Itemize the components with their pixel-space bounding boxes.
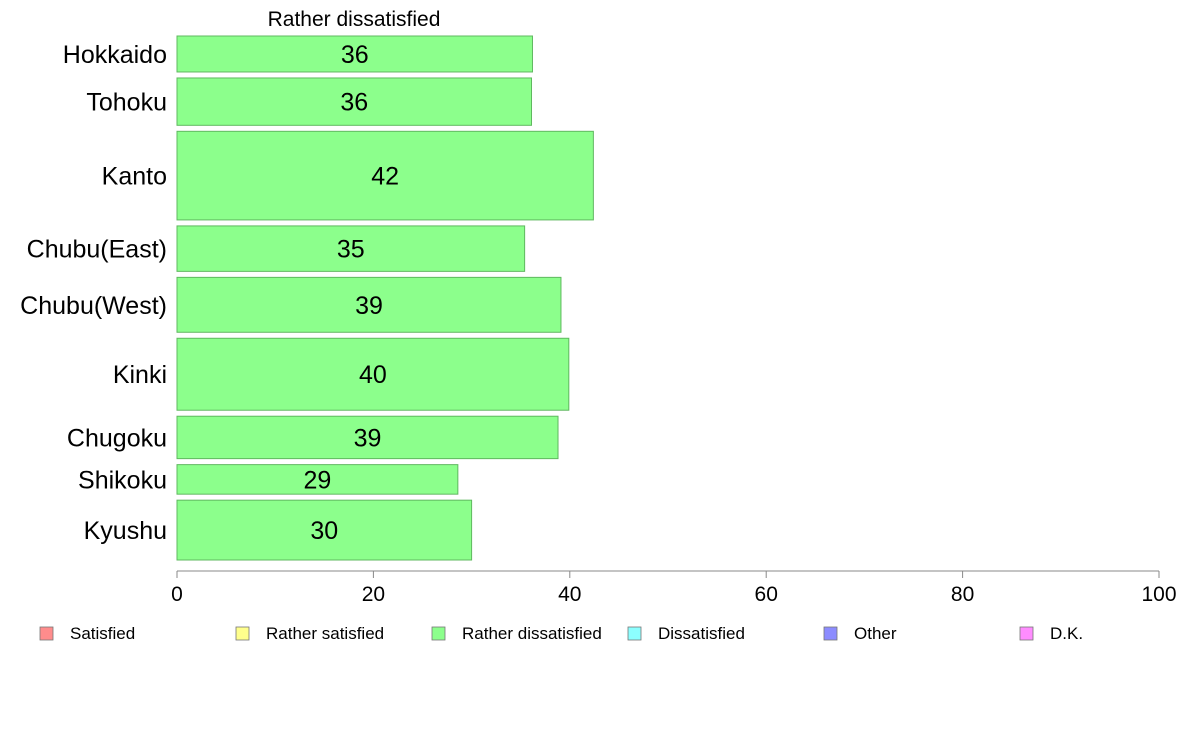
x-tick-label: 20 [362,583,385,606]
legend-label: Satisfied [70,624,135,643]
bar [176,276,562,333]
x-tick-label: 100 [1141,583,1176,606]
category-label: Kyushu [84,517,167,545]
legend-swatch [39,626,54,641]
category-label: Tohoku [86,89,167,117]
category-label: Kanto [102,163,167,191]
category-label: Hokkaido [63,41,167,69]
data-label: 30 [310,517,338,545]
data-label: 36 [341,41,369,69]
category-label: Chugoku [67,424,167,452]
data-label: 29 [304,466,332,494]
data-label: 35 [337,236,365,264]
category-label: Kinki [113,361,167,389]
legend: Satisfied Rather satisfied Rather dissatis… [39,624,1083,643]
bars-group: Hokkaido 36 Tohoku 36 Kanto 42 Chubu(East) 35 Ch… [20,35,594,561]
legend-label: Rather dissatisfied [462,624,602,643]
legend-swatch [235,626,250,641]
data-label: 39 [354,424,382,452]
x-axis: 0 20 40 60 80 100 [171,570,1177,606]
category-label: Chubu(West) [20,292,167,320]
legend-swatch [823,626,838,641]
data-label: 36 [340,89,368,117]
bar [176,415,559,460]
bar [176,464,459,495]
legend-label: D.K. [1050,624,1083,643]
chart-title: Rather dissatisfied [268,8,441,31]
x-tick-label: 60 [755,583,778,606]
bar [176,35,533,73]
bar [176,225,526,272]
x-tick-label: 40 [558,583,581,606]
bar [176,130,594,221]
category-label: Shikoku [78,466,167,494]
bar [176,77,533,126]
data-label: 42 [371,163,399,191]
bar [176,499,473,561]
bar [176,337,570,411]
category-label: Chubu(East) [27,236,167,264]
legend-swatch [627,626,642,641]
legend-label: Other [854,624,897,643]
legend-swatch [1019,626,1034,641]
data-label: 39 [355,292,383,320]
x-tick-label: 80 [951,583,974,606]
x-tick-label: 0 [171,583,183,606]
legend-label: Rather satisfied [266,624,384,643]
legend-label: Dissatisfied [658,624,745,643]
legend-swatch [431,626,446,641]
data-label: 40 [359,361,387,389]
